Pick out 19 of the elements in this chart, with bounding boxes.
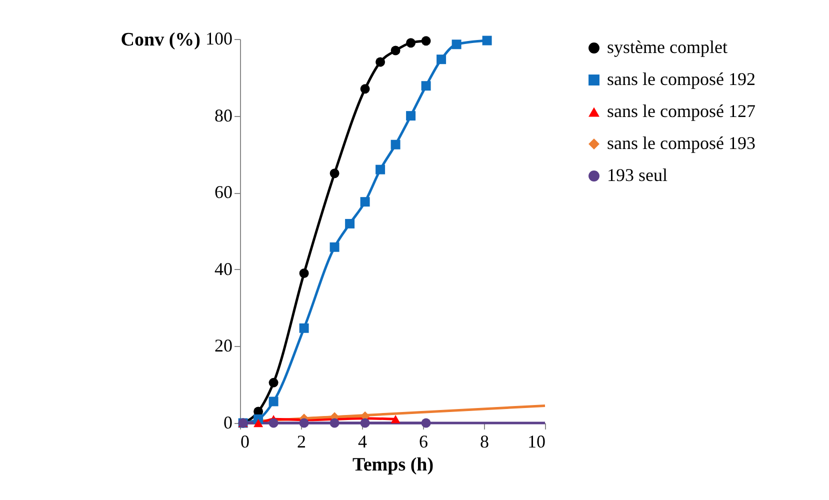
x-tick-label: 10 bbox=[528, 432, 546, 452]
x-tick-label: 6 bbox=[419, 432, 428, 452]
y-axis-title: Conv (%) bbox=[120, 30, 200, 50]
legend-label: sans le composé 127 bbox=[607, 101, 756, 121]
y-tick-label: 40 bbox=[214, 258, 232, 279]
x-tick-label: 0 bbox=[240, 432, 250, 452]
y-tick-label: 100 bbox=[206, 28, 232, 48]
y-tick-label: 20 bbox=[214, 336, 232, 356]
legend-label: sans le composé 192 bbox=[607, 69, 756, 89]
x-axis-title: Temps (h) bbox=[352, 454, 434, 476]
legend-label: sans le composé 193 bbox=[607, 133, 756, 153]
y-tick-label: 60 bbox=[214, 182, 232, 202]
legend-label: 193 seul bbox=[607, 165, 668, 185]
y-tick-label: 0 bbox=[224, 412, 232, 432]
x-tick-label: 4 bbox=[358, 432, 367, 452]
y-tick-label: 80 bbox=[214, 105, 232, 126]
legend-label: système complet bbox=[607, 37, 728, 57]
x-tick-label: 8 bbox=[480, 432, 489, 452]
x-tick-label: 2 bbox=[297, 432, 306, 452]
